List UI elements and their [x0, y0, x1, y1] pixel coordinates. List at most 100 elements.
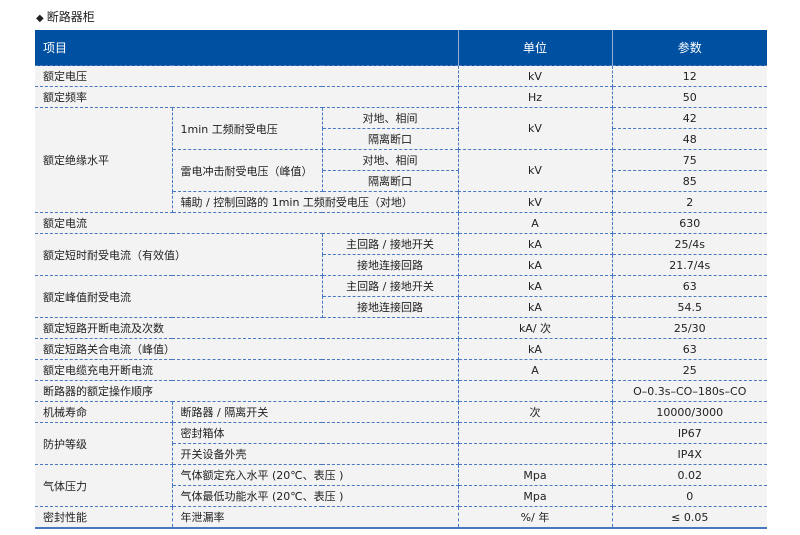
table-cell: 25/30	[611, 317, 767, 339]
table-cell: 额定短时耐受电流（有效值）	[35, 233, 323, 276]
table-cell: 12	[611, 65, 767, 87]
table-cell: 25/4s	[611, 233, 767, 255]
table-cell: 接地连接回路	[322, 296, 459, 318]
table-cell: kA	[457, 338, 613, 360]
table-cell: 隔离断口	[322, 170, 459, 192]
table-row: 气体最低功能水平 (20℃、表压 ) Mpa 0	[35, 485, 767, 507]
table-cell: 次	[457, 401, 613, 423]
section-title-text: 断路器柜	[46, 10, 95, 24]
table-cell: kA	[457, 275, 613, 297]
table-cell: A	[457, 212, 613, 234]
table-row: 接地连接回路 kA 21.7/4s	[35, 254, 767, 276]
table-cell: kV	[457, 191, 613, 213]
table-cell: kA	[457, 296, 613, 318]
table-cell: 气体最低功能水平 (20℃、表压 )	[172, 485, 459, 507]
table-cell: 48	[611, 128, 767, 150]
table-cell: kA	[457, 233, 613, 255]
table-cell: 断路器的额定操作顺序	[35, 380, 459, 402]
table-cell: Mpa	[457, 485, 613, 507]
table-row: 额定电流 A 630	[35, 212, 767, 234]
table-cell: kV	[457, 65, 613, 87]
table-row: 气体压力 气体额定充入水平 (20℃、表压 ) Mpa 0.02	[35, 464, 767, 507]
table-row: 额定电缆充电开断电流 A 25	[35, 359, 767, 381]
table-cell	[457, 443, 613, 465]
table-cell: 21.7/4s	[611, 254, 767, 276]
table-cell	[457, 380, 613, 402]
table-cell: 85	[611, 170, 767, 192]
table-cell: 63	[611, 275, 767, 297]
table-cell: 额定短路关合电流（峰值）	[35, 338, 459, 360]
header-item: 项目	[35, 30, 458, 66]
table-cell: 雷电冲击耐受电压（峰值）	[172, 149, 323, 192]
table-cell: 密封性能	[35, 506, 173, 529]
table-cell: A	[457, 359, 613, 381]
table-row: 额定短路关合电流（峰值） kA 63	[35, 338, 767, 360]
table-row: 机械寿命 断路器 / 隔离开关次 10000/3000	[35, 401, 767, 423]
table-cell: 额定电缆充电开断电流	[35, 359, 459, 381]
spec-table: 项目 单位 参数 额定电压 kV 12 额定频率 Hz 50 额定绝缘水平 1min 工频耐受…	[35, 30, 767, 529]
table-cell: 0.02	[611, 464, 767, 486]
table-cell: 630	[611, 212, 767, 234]
table-cell: 隔离断口	[322, 128, 459, 150]
table-cell: 辅助 / 控制回路的 1min 工频耐受电压（对地）	[172, 191, 459, 213]
table-cell: Hz	[457, 86, 613, 108]
table-row: 开关设备外壳 IP4X	[35, 443, 767, 465]
table-cell: 密封箱体	[171, 422, 459, 444]
table-cell: IP4X	[611, 443, 767, 465]
table-cell: 1min 工频耐受电压	[171, 107, 323, 150]
table-cell: 额定绝缘水平	[35, 107, 173, 213]
table-cell: O–0.3s–CO–180s–CO	[611, 380, 767, 402]
table-cell: kA	[457, 254, 613, 276]
table-cell: 气体压力	[35, 464, 173, 507]
header-param: 参数	[611, 30, 767, 66]
table-cell: 气体额定充入水平 (20℃、表压 )	[171, 464, 459, 486]
table-row: 隔离断口 85	[35, 170, 767, 192]
table-cell: 接地连接回路	[322, 254, 459, 276]
table-cell: 额定频率	[35, 86, 459, 108]
table-cell: 年泄漏率	[171, 506, 459, 529]
table-row: 额定绝缘水平 1min 工频耐受电压 对地、相间 kV 42	[35, 107, 767, 213]
table-cell: 50	[611, 86, 767, 108]
table-cell: 对地、相间	[321, 107, 459, 129]
table-row: 辅助 / 控制回路的 1min 工频耐受电压（对地） kV 2	[35, 191, 767, 213]
table-cell: Mpa	[457, 464, 613, 486]
table-cell: 63	[611, 338, 767, 360]
table-cell: 主回路 / 接地开关	[321, 275, 459, 297]
diamond-bullet-icon: ◆	[36, 13, 44, 24]
table-cell: kA/ 次	[457, 317, 613, 339]
table-row: 隔离断口 48	[35, 128, 767, 150]
table-cell: 75	[611, 149, 767, 171]
table-cell: 2	[611, 191, 767, 213]
table-row: 额定电压 kV 12	[35, 65, 767, 87]
table-cell: 防护等级	[35, 422, 173, 465]
table-cell	[457, 422, 613, 444]
table-cell: 额定峰值耐受电流	[35, 275, 323, 318]
table-cell: 额定电流	[35, 212, 459, 234]
table-row: 接地连接回路 kA 54.5	[35, 296, 767, 318]
table-cell: 机械寿命	[35, 401, 173, 423]
table-cell: 0	[611, 485, 767, 507]
header-unit: 单位	[457, 30, 612, 66]
table-row: 防护等级 密封箱体 IP67	[35, 422, 767, 465]
table-cell: 开关设备外壳	[172, 443, 459, 465]
table-cell: 额定电压	[35, 65, 459, 87]
table-cell: IP67	[611, 422, 767, 444]
table-row: 雷电冲击耐受电压（峰值） 对地、相间 kV 75	[35, 149, 767, 192]
table-cell: 对地、相间	[321, 149, 459, 171]
table-cell: 25	[611, 359, 767, 381]
table-cell: kV	[457, 107, 613, 150]
table-cell: 42	[611, 107, 767, 129]
section-title: ◆ 断路器柜	[36, 8, 95, 25]
table-cell: 10000/3000	[611, 401, 767, 423]
table-row: 密封性能 年泄漏率 %/ 年 ≤ 0.05	[35, 506, 767, 529]
table-row: 额定峰值耐受电流 主回路 / 接地开关 kA 63	[35, 275, 767, 318]
table-row: 额定短路开断电流及次数 kA/ 次 25/30	[35, 317, 767, 339]
table-cell: kV	[457, 149, 613, 192]
table-cell: 额定短路开断电流及次数	[35, 317, 459, 339]
table-cell: 54.5	[611, 296, 767, 318]
table-cell: ≤ 0.05	[611, 506, 767, 529]
table-cell: 主回路 / 接地开关	[321, 233, 459, 255]
table-cell: 断路器 / 隔离开关	[171, 401, 459, 423]
table-row: 额定短时耐受电流（有效值） 主回路 / 接地开关 kA 25/4s	[35, 233, 767, 276]
table-row: 额定频率 Hz 50	[35, 86, 767, 108]
